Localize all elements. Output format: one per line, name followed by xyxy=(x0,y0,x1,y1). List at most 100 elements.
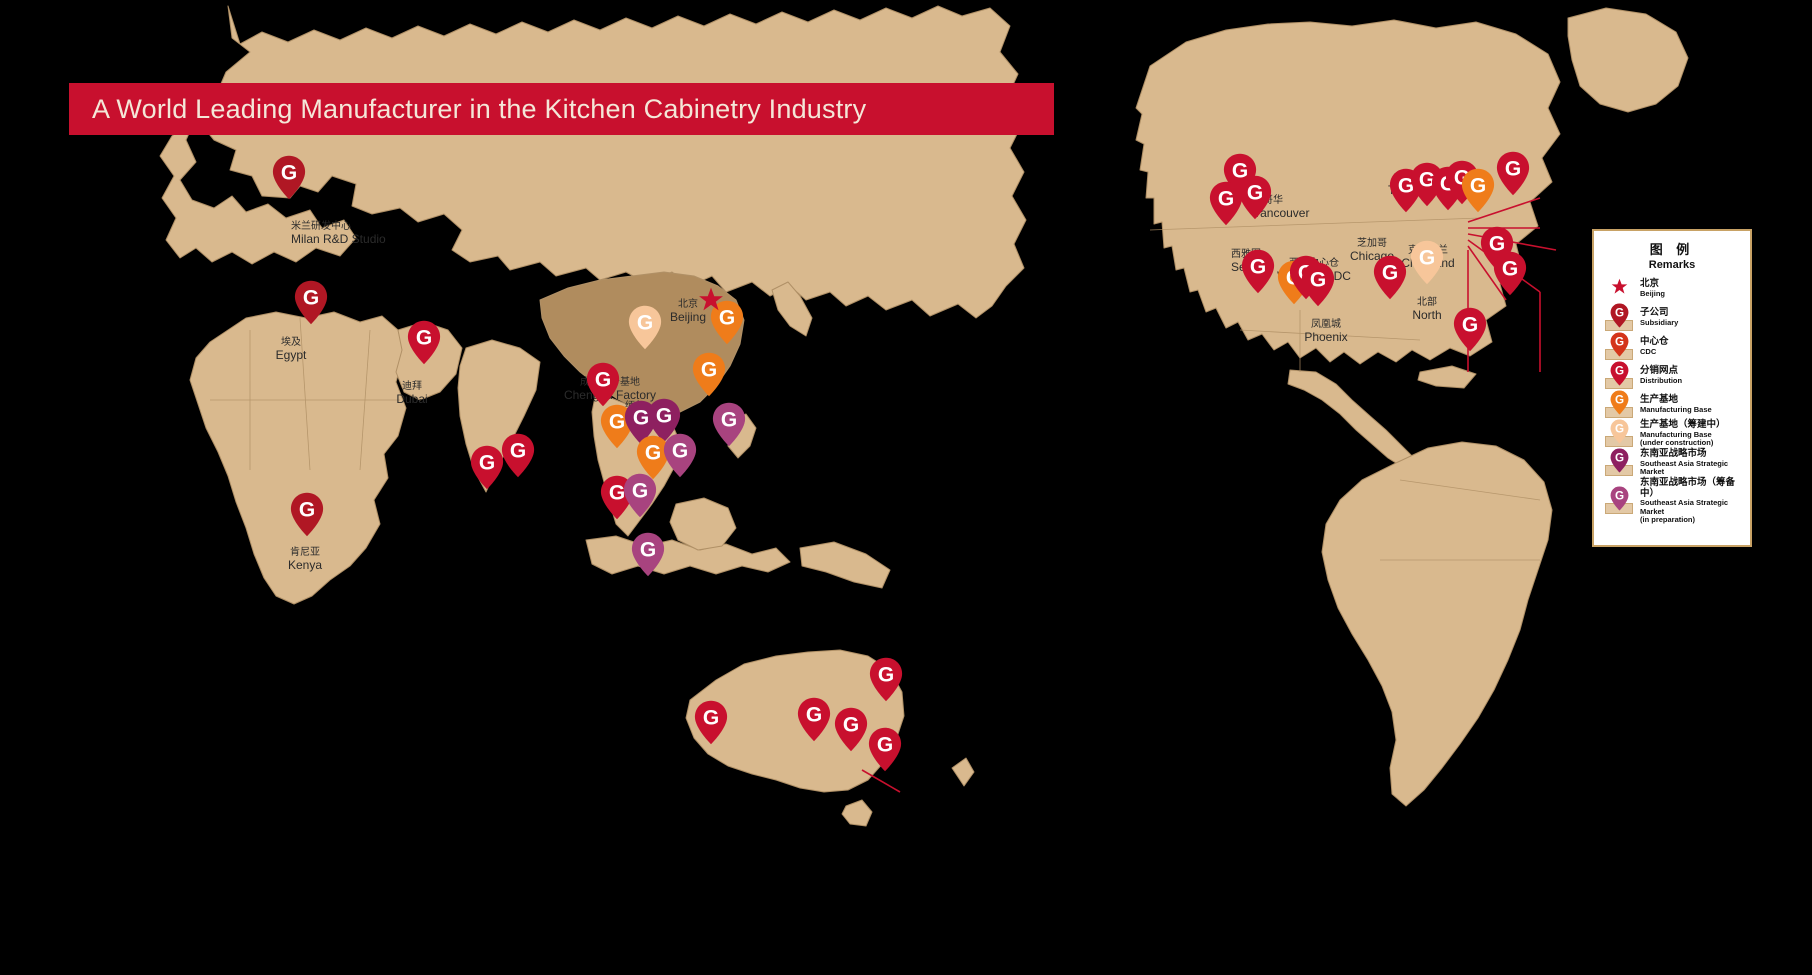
pin-texas[interactable]: G xyxy=(1373,255,1407,300)
svg-text:G: G xyxy=(721,408,737,431)
label-egypt-cn: 埃及 xyxy=(281,337,301,348)
legend-row-3: G 分销网点 Distribution xyxy=(1602,361,1742,390)
svg-text:G: G xyxy=(878,663,894,686)
page-title: A World Leading Manufacturer in the Kitc… xyxy=(92,93,867,124)
svg-text:G: G xyxy=(640,538,656,561)
svg-text:G: G xyxy=(1310,268,1326,291)
pin-myanmar[interactable]: G xyxy=(586,362,620,407)
pin-singapore[interactable]: G xyxy=(623,473,657,518)
pin-sea-market-prep-icon: G xyxy=(1602,486,1636,516)
label-kenya-cn: 肯尼亚 xyxy=(290,547,320,558)
svg-text:G: G xyxy=(1614,394,1623,407)
pin-vietnam-1[interactable]: G xyxy=(647,398,681,443)
legend-label-en2-7: (in preparation) xyxy=(1640,515,1696,525)
land-new-guinea xyxy=(799,541,891,589)
legend-label-en-4: Manufacturing Base xyxy=(1640,405,1712,415)
legend-label-2: 中心仓 CDC xyxy=(1636,337,1669,356)
pin-aus-perth[interactable]: G xyxy=(694,700,728,745)
land-africa xyxy=(189,311,407,605)
star-icon xyxy=(1602,275,1636,303)
svg-text:G: G xyxy=(701,358,717,381)
pin-aus-adelaide[interactable]: G xyxy=(797,697,831,742)
legend-label-1: 子公司 Subsidiary xyxy=(1636,308,1678,327)
pin-cdc-icon-glyph: G xyxy=(1610,332,1629,362)
pin-sea-market-icon: G xyxy=(1602,448,1636,477)
svg-text:G: G xyxy=(281,161,297,184)
pin-aus-melbourne[interactable]: G xyxy=(868,727,902,772)
pin-india-east[interactable]: G xyxy=(501,433,535,478)
legend-label-cn-0: 北京 xyxy=(1640,278,1660,290)
pin-north-cdc[interactable]: G xyxy=(1410,240,1444,285)
legend-label-0: 北京 Beijing xyxy=(1636,279,1665,298)
title-banner: A World Leading Manufacturer in the Kitc… xyxy=(69,83,1054,135)
legend-title: 图 例 Remarks xyxy=(1602,239,1742,271)
pin-indonesia[interactable]: G xyxy=(631,532,665,577)
label-kenya: 肯尼亚 Kenya xyxy=(287,547,323,572)
pin-kenya[interactable]: G xyxy=(290,492,324,537)
legend-label-cn-2: 中心仓 xyxy=(1640,336,1669,348)
svg-text:G: G xyxy=(1398,174,1414,197)
land-europe-west xyxy=(159,117,357,265)
legend-label-7: 东南亚战略市场（筹备中） Southeast Asia Strategic Mar… xyxy=(1636,477,1742,525)
svg-text:G: G xyxy=(609,410,625,433)
pin-toronto[interactable]: G xyxy=(1496,151,1530,196)
svg-text:G: G xyxy=(719,306,735,329)
pin-cleveland-2[interactable]: G xyxy=(1461,168,1495,213)
svg-text:G: G xyxy=(1614,490,1623,503)
pin-phoenix-3[interactable]: G xyxy=(1301,262,1335,307)
pin-aus-brisbane[interactable]: G xyxy=(869,657,903,702)
label-egypt: 埃及 Egypt xyxy=(276,337,307,361)
svg-text:G: G xyxy=(510,439,526,462)
label-dubai-en: Dubai xyxy=(396,391,428,406)
label-milan-en: Milan R&D Studio xyxy=(291,231,386,246)
country-borders xyxy=(210,217,1541,561)
label-dubai: 迪拜 Dubai xyxy=(396,381,428,406)
pin-milan[interactable]: G xyxy=(272,155,306,200)
pin-aus-sydney[interactable]: G xyxy=(834,707,868,752)
pin-sea-market-prep-icon-glyph: G xyxy=(1610,486,1629,516)
pin-distribution-icon: G xyxy=(1602,361,1636,390)
pin-china-east-1[interactable]: G xyxy=(710,300,744,345)
label-kenya-en: Kenya xyxy=(287,557,323,572)
pin-manufacturing-uc-icon: G xyxy=(1602,419,1636,448)
pin-china-east-2[interactable]: G xyxy=(692,352,726,397)
pin-vietnam-3[interactable]: G xyxy=(663,433,697,478)
legend-label-en-2: CDC xyxy=(1640,347,1657,357)
svg-text:G: G xyxy=(633,406,649,429)
pin-manufacturing-icon: G xyxy=(1602,390,1636,419)
land-south-america xyxy=(1321,441,1553,807)
land-caribbean xyxy=(1417,365,1477,389)
svg-text:G: G xyxy=(1614,307,1623,320)
pin-philippines[interactable]: G xyxy=(712,402,746,447)
svg-text:G: G xyxy=(1247,181,1263,204)
svg-text:G: G xyxy=(806,703,822,726)
label-beijing-cn: 北京 xyxy=(678,299,698,310)
pin-florida[interactable]: G xyxy=(1453,307,1487,352)
svg-text:G: G xyxy=(1419,168,1435,191)
legend-items: 北京 Beijing G 子公司 Subsidiary G 中心仓 CDC G 分销网点 Distr… xyxy=(1602,275,1742,524)
svg-text:G: G xyxy=(1614,452,1623,465)
star-icon-glyph xyxy=(1611,278,1628,300)
land-borneo xyxy=(669,497,737,551)
svg-text:G: G xyxy=(1614,423,1623,436)
land-greenland xyxy=(1567,7,1689,113)
legend-label-en-1: Subsidiary xyxy=(1640,318,1679,328)
pin-seattle-1[interactable]: G xyxy=(1209,181,1243,226)
pin-india-west[interactable]: G xyxy=(470,445,504,490)
svg-text:G: G xyxy=(656,404,672,427)
pin-dubai[interactable]: G xyxy=(407,320,441,365)
pin-seattle-2[interactable]: G xyxy=(1238,175,1272,220)
legend-title-en: Remarks xyxy=(1648,259,1696,271)
svg-text:G: G xyxy=(1218,187,1234,210)
pin-boston[interactable]: G xyxy=(1493,251,1527,296)
pin-egypt[interactable]: G xyxy=(294,280,328,325)
pin-vietnam-2[interactable]: G xyxy=(636,435,670,480)
svg-text:G: G xyxy=(299,498,315,521)
label-phoenix-en: Phoenix xyxy=(1304,329,1348,344)
legend-row-0: 北京 Beijing xyxy=(1602,275,1742,303)
svg-text:G: G xyxy=(645,441,661,464)
pin-california[interactable]: G xyxy=(1241,249,1275,294)
pin-subsidiary-icon: G xyxy=(1602,303,1636,332)
pin-chengdu-uc[interactable]: G xyxy=(628,305,662,350)
